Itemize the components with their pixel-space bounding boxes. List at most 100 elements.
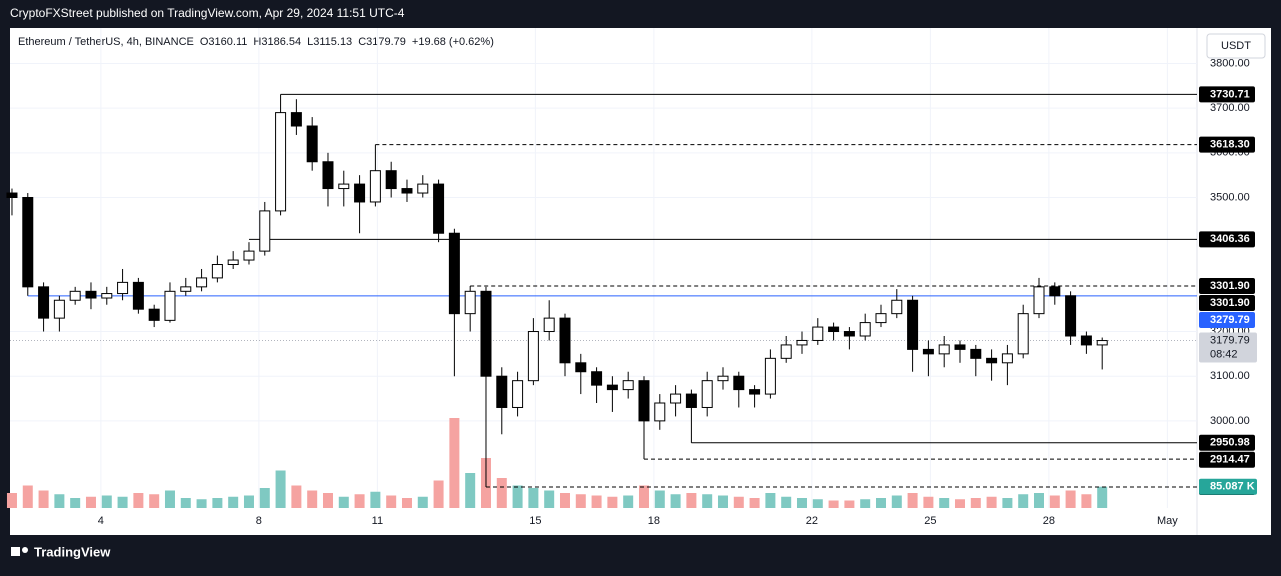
candle-body bbox=[117, 281, 129, 295]
candle-body bbox=[654, 402, 666, 422]
candle-body bbox=[401, 188, 413, 194]
footer-brand: TradingView bbox=[34, 544, 111, 559]
volume-bar bbox=[164, 490, 175, 508]
candle-body bbox=[812, 326, 824, 341]
x-tick-label: May bbox=[1157, 515, 1178, 527]
x-tick-label: 28 bbox=[1043, 515, 1055, 527]
volume-bar bbox=[85, 496, 96, 508]
candle-body bbox=[512, 380, 524, 408]
candle-body bbox=[433, 183, 445, 234]
volume-bar bbox=[923, 496, 934, 508]
candle-body bbox=[891, 299, 903, 315]
candle-body bbox=[559, 317, 571, 364]
level-badge bbox=[1199, 231, 1255, 248]
volume-bar bbox=[544, 490, 555, 508]
volume-bar bbox=[180, 498, 191, 508]
level-label: 2914.47 bbox=[1210, 454, 1250, 466]
volume-badge-label: 85.087 K bbox=[1210, 481, 1255, 493]
candle-body bbox=[701, 380, 713, 408]
candle-body bbox=[764, 357, 776, 395]
candle-body bbox=[1033, 286, 1045, 315]
volume-bar bbox=[338, 496, 349, 508]
candle-body bbox=[970, 348, 982, 359]
volume-bar bbox=[954, 499, 965, 508]
volume-bar bbox=[607, 496, 618, 508]
candle-body bbox=[1065, 295, 1077, 337]
candle-body bbox=[575, 362, 587, 373]
candle-body bbox=[69, 290, 81, 301]
x-tick-label: 25 bbox=[924, 515, 936, 527]
volume-bar bbox=[875, 498, 886, 508]
volume-bar bbox=[575, 494, 586, 508]
candle-body bbox=[1001, 353, 1013, 364]
level-badge bbox=[1199, 451, 1255, 468]
volume-bar bbox=[1049, 495, 1060, 508]
candle-body bbox=[527, 331, 539, 382]
volume-bar bbox=[6, 493, 17, 508]
candle-body bbox=[164, 290, 176, 321]
volume-bar bbox=[275, 470, 286, 508]
level-label: 3730.71 bbox=[1210, 88, 1250, 100]
candle-body bbox=[180, 286, 192, 292]
volume-bar bbox=[654, 490, 665, 508]
candle-body bbox=[591, 371, 603, 386]
legend-text: Ethereum / TetherUS, 4h, BINANCE bbox=[18, 36, 194, 48]
volume-bar bbox=[1018, 494, 1029, 508]
level-label: 3301.90 bbox=[1210, 280, 1250, 292]
level-badge bbox=[1199, 434, 1255, 451]
level-label: 2950.98 bbox=[1210, 437, 1250, 449]
volume-bar bbox=[1002, 498, 1013, 508]
volume-bar bbox=[781, 496, 792, 508]
x-tick-label: 22 bbox=[806, 515, 818, 527]
logo-mark bbox=[11, 547, 20, 556]
candle-body bbox=[1017, 313, 1029, 355]
candle-body bbox=[22, 196, 34, 288]
volume-bar bbox=[559, 493, 570, 508]
candle-body bbox=[986, 357, 998, 364]
candle-body bbox=[796, 339, 808, 346]
volume-bar bbox=[70, 498, 81, 508]
volume-bar bbox=[749, 498, 760, 508]
level-badge bbox=[1199, 278, 1255, 295]
volume-bar bbox=[860, 499, 871, 508]
x-tick-label: 11 bbox=[372, 515, 383, 527]
candle-body bbox=[606, 384, 618, 391]
candle-body bbox=[196, 277, 208, 288]
currency-button[interactable] bbox=[1206, 33, 1266, 59]
legend-text: L3115.13 bbox=[307, 36, 352, 48]
x-tick-label: 4 bbox=[98, 515, 104, 527]
volume-bar bbox=[528, 488, 539, 508]
candle-body bbox=[448, 232, 460, 315]
x-tick-label: 15 bbox=[529, 515, 541, 527]
level-badge bbox=[1199, 136, 1255, 153]
volume-bar bbox=[702, 494, 713, 508]
y-tick-label: 3700.00 bbox=[1210, 102, 1250, 114]
volume-bar bbox=[1081, 494, 1092, 508]
candle-body bbox=[859, 322, 871, 337]
candle-body bbox=[922, 348, 934, 355]
candle-body bbox=[259, 210, 271, 252]
volume-badge bbox=[1199, 478, 1257, 495]
currency-label[interactable]: USDT bbox=[1221, 40, 1251, 52]
volume-bar bbox=[196, 499, 207, 508]
candle-body bbox=[354, 183, 366, 203]
volume-bar bbox=[370, 491, 381, 508]
volume-bar bbox=[54, 494, 65, 508]
candle-body bbox=[243, 250, 255, 261]
volume-bar bbox=[986, 496, 997, 508]
candle-body bbox=[211, 264, 223, 279]
volume-bar bbox=[465, 473, 476, 508]
candle-body bbox=[543, 317, 555, 333]
y-tick-label: 3500.00 bbox=[1210, 191, 1250, 203]
countdown-label: 08:42 bbox=[1210, 348, 1238, 360]
candle-body bbox=[828, 326, 840, 333]
volume-bar bbox=[686, 493, 697, 508]
last-price-label: 3179.79 bbox=[1210, 334, 1250, 346]
volume-bar bbox=[386, 495, 397, 508]
candle-body bbox=[749, 389, 761, 395]
volume-bar bbox=[591, 495, 602, 508]
candle-body bbox=[132, 281, 144, 310]
volume-bar bbox=[259, 488, 270, 508]
candle-body bbox=[480, 290, 492, 377]
